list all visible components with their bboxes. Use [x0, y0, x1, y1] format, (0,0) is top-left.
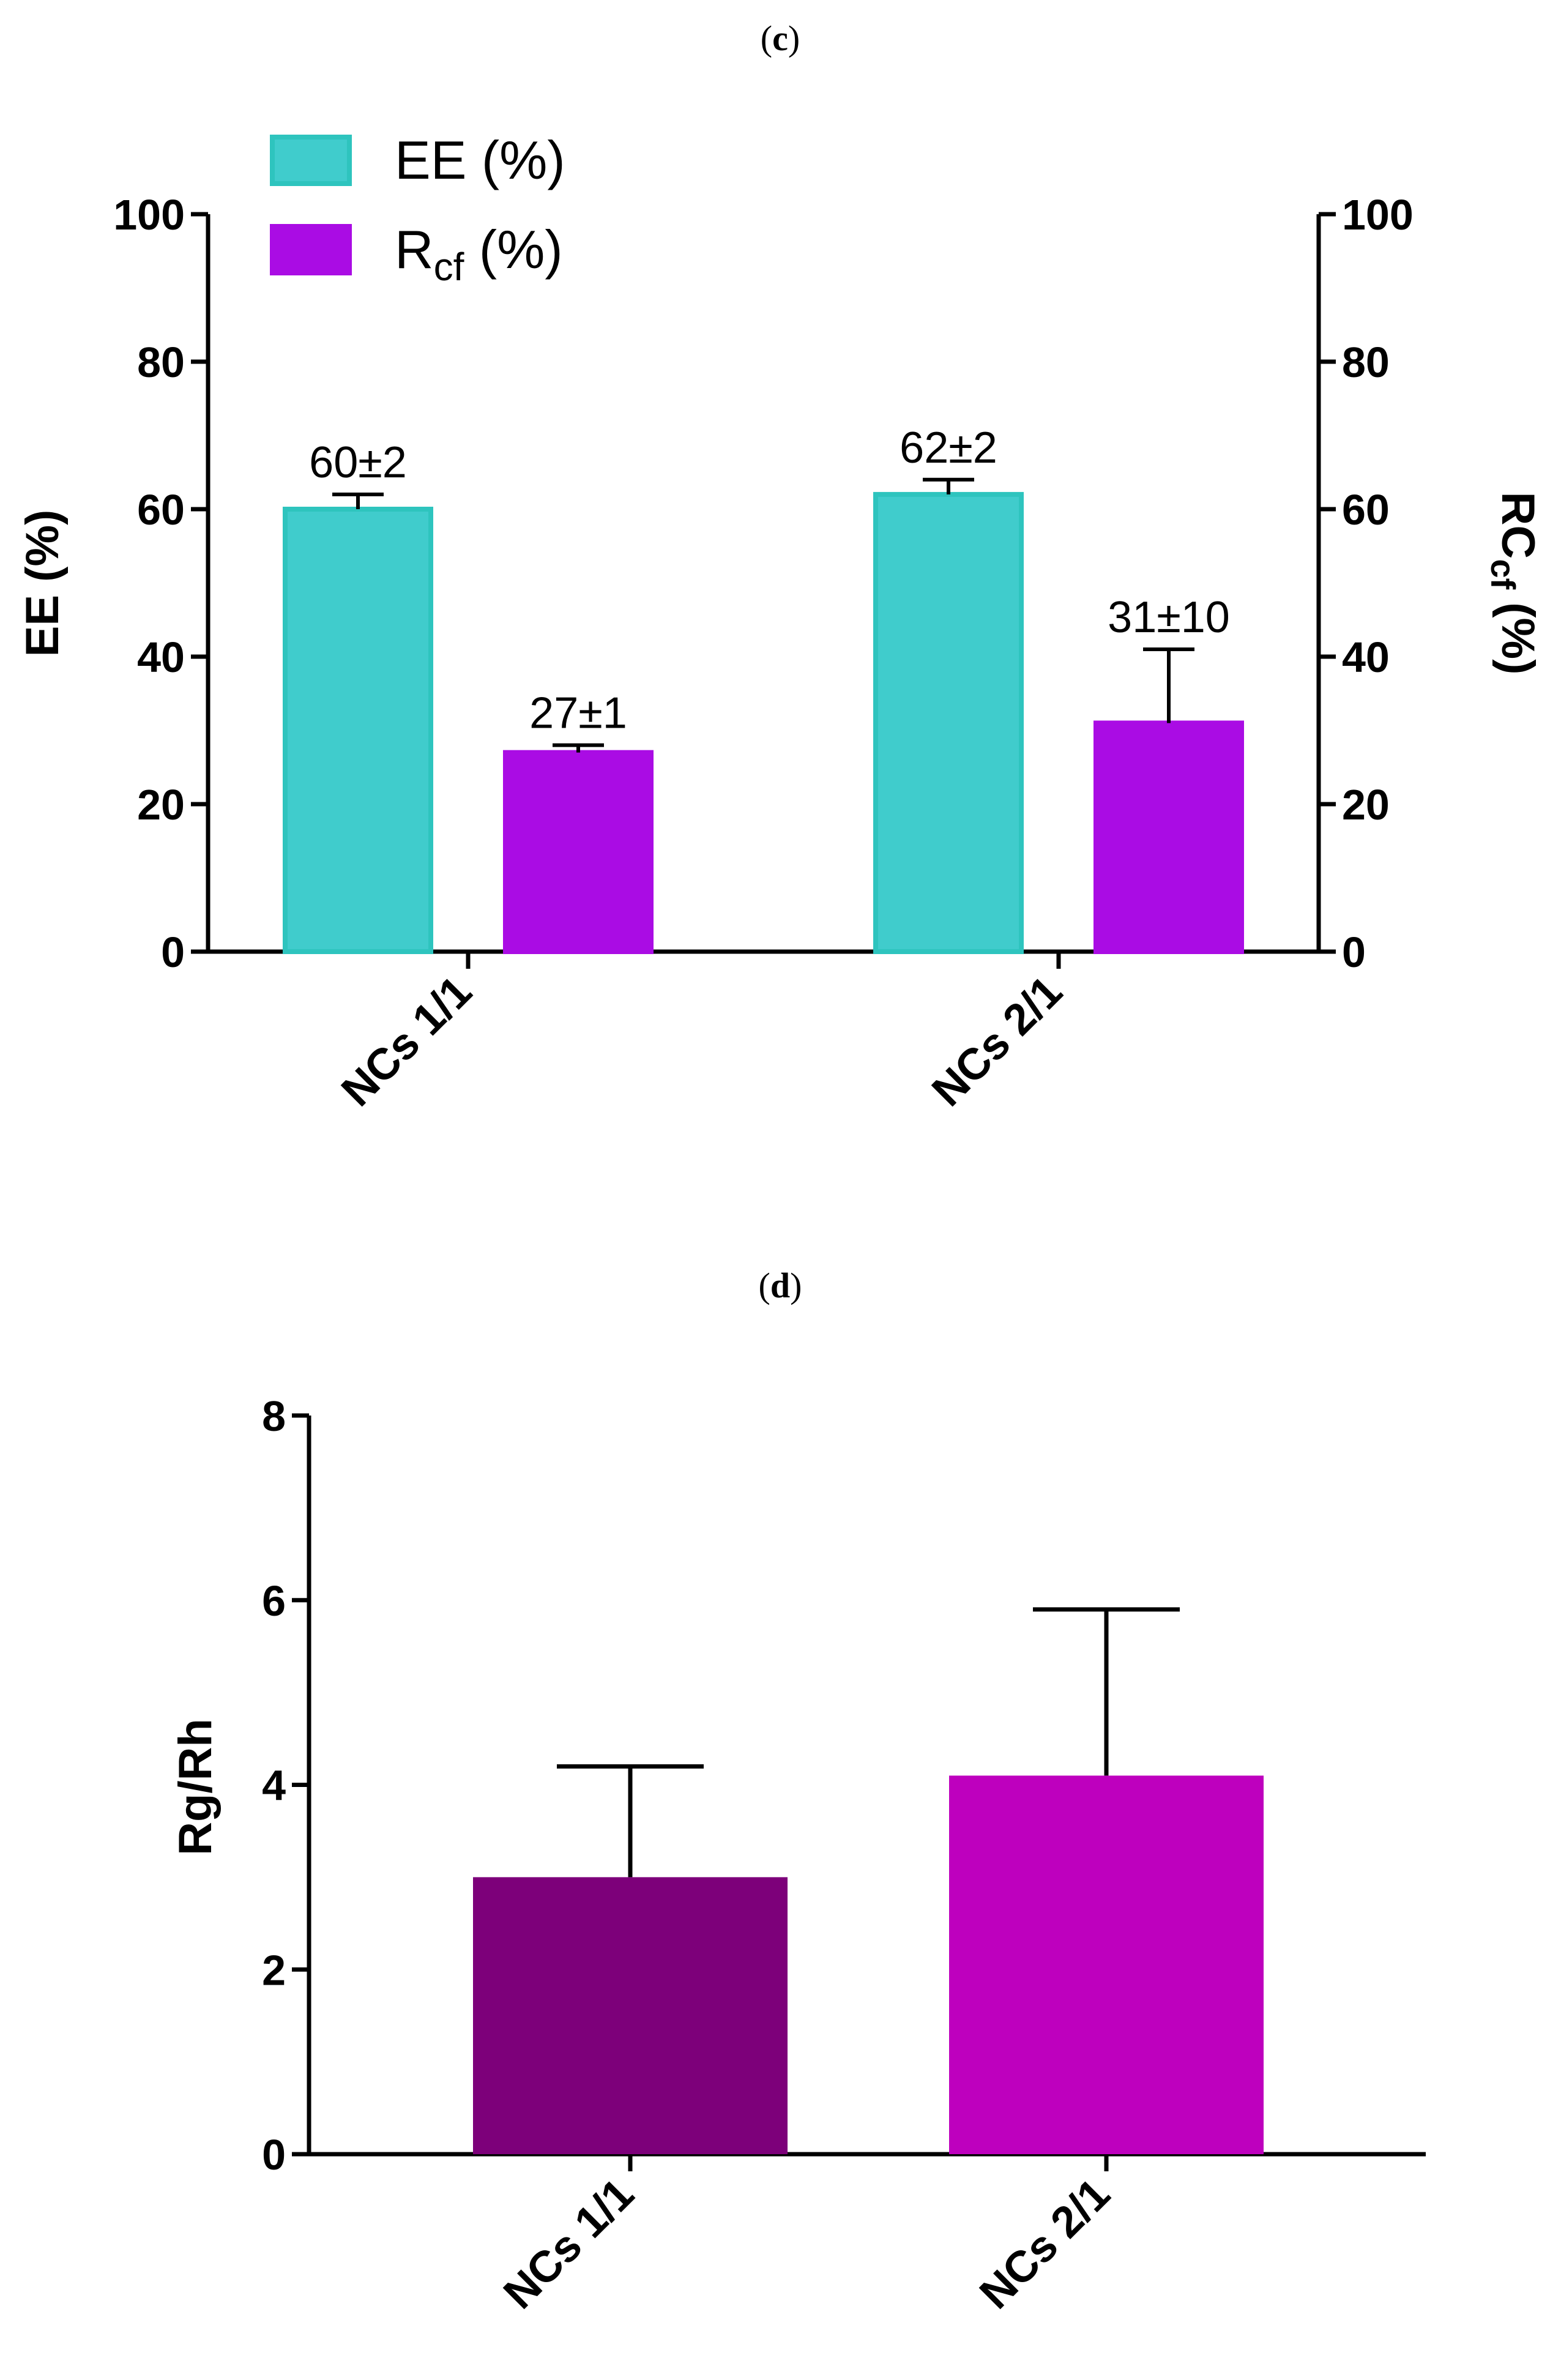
y-tick-label: 0: [262, 2131, 286, 2179]
legend-label-tail: (%): [464, 219, 562, 280]
panel-label-paren: ): [788, 18, 800, 58]
y-axis-title-right-tail: (%): [1492, 589, 1544, 674]
y-tick-label-right: 20: [1342, 781, 1390, 829]
legend-swatch: [270, 224, 352, 275]
panel-label-letter: c: [772, 18, 788, 58]
legend-label-main: R: [395, 219, 434, 280]
legend-label-sub: cf: [434, 245, 464, 289]
data-label: 62±2: [900, 423, 997, 472]
y-tick-label: 4: [262, 1762, 286, 1810]
y-tick-label: 8: [262, 1392, 286, 1440]
y-axis-title: Rg/Rh: [170, 1718, 222, 1856]
y-axis-title-right-sub: cf: [1484, 559, 1522, 589]
bar: [503, 750, 654, 955]
y-tick-label-left: 40: [137, 633, 185, 681]
panel-label-paren: (: [759, 1266, 770, 1305]
y-tick-label-left: 60: [137, 486, 185, 534]
y-tick-label-right: 100: [1342, 191, 1414, 239]
chart-panel-d: (d) 0 2 4 6 8 NCs 1/1 NCs 2/1 Rg/Rh: [170, 1266, 1426, 2318]
legend-label: EE (%): [395, 130, 565, 190]
y-axis-title-left: EE (%): [17, 510, 69, 657]
y-tick-label-right: 80: [1342, 338, 1390, 386]
bar: [949, 1775, 1264, 2154]
legend-swatch: [270, 135, 352, 186]
y-tick-label-left: 0: [161, 928, 185, 976]
legend: EE (%) Rcf (%): [270, 130, 565, 289]
y-tick-label-right: 60: [1342, 486, 1390, 534]
axes: 0 0 20 20 40 40 60 60 80 80 100 100 NCs 1/1 NCs 2/1 EE…: [17, 191, 1544, 1116]
panel-label-letter: d: [770, 1266, 790, 1305]
x-tick-label: NCs 2/1: [971, 2169, 1119, 2318]
panel-label-paren: (: [761, 18, 772, 58]
x-tick-label: NCs 1/1: [494, 2169, 643, 2318]
panel-label-c: (c): [761, 18, 800, 58]
chart-panel-c: (c) EE (%) Rcf (%) 0 0 20 20 40 40 60 60 80 80 100 1…: [17, 18, 1544, 1116]
bar: [473, 1877, 788, 2154]
panel-label-paren: ): [790, 1266, 802, 1305]
bar: [283, 507, 433, 954]
y-tick-label-right: 0: [1342, 928, 1366, 976]
bar: [1093, 720, 1244, 954]
bars: [473, 1607, 1264, 2154]
y-tick-label: 6: [262, 1577, 286, 1625]
y-tick-label: 2: [262, 1946, 286, 1994]
bars: 60±2 62±2 27±1 31±10: [283, 423, 1244, 955]
bar: [873, 491, 1024, 954]
data-label: 31±10: [1108, 593, 1230, 642]
legend-label: Rcf (%): [395, 219, 563, 289]
x-tick-label: NCs 2/1: [923, 967, 1071, 1116]
y-tick-label-left: 80: [137, 338, 185, 386]
y-tick-label-right: 40: [1342, 633, 1390, 681]
y-axis-title-right: RCcf (%): [1484, 492, 1544, 675]
data-label: 60±2: [309, 438, 407, 487]
y-tick-label-left: 100: [113, 191, 185, 239]
data-label: 27±1: [529, 689, 627, 738]
y-axis-title-right-main: RC: [1492, 492, 1544, 559]
y-tick-label-left: 20: [137, 781, 185, 829]
panel-label-d: (d): [759, 1266, 802, 1305]
x-tick-label: NCs 1/1: [332, 967, 481, 1116]
